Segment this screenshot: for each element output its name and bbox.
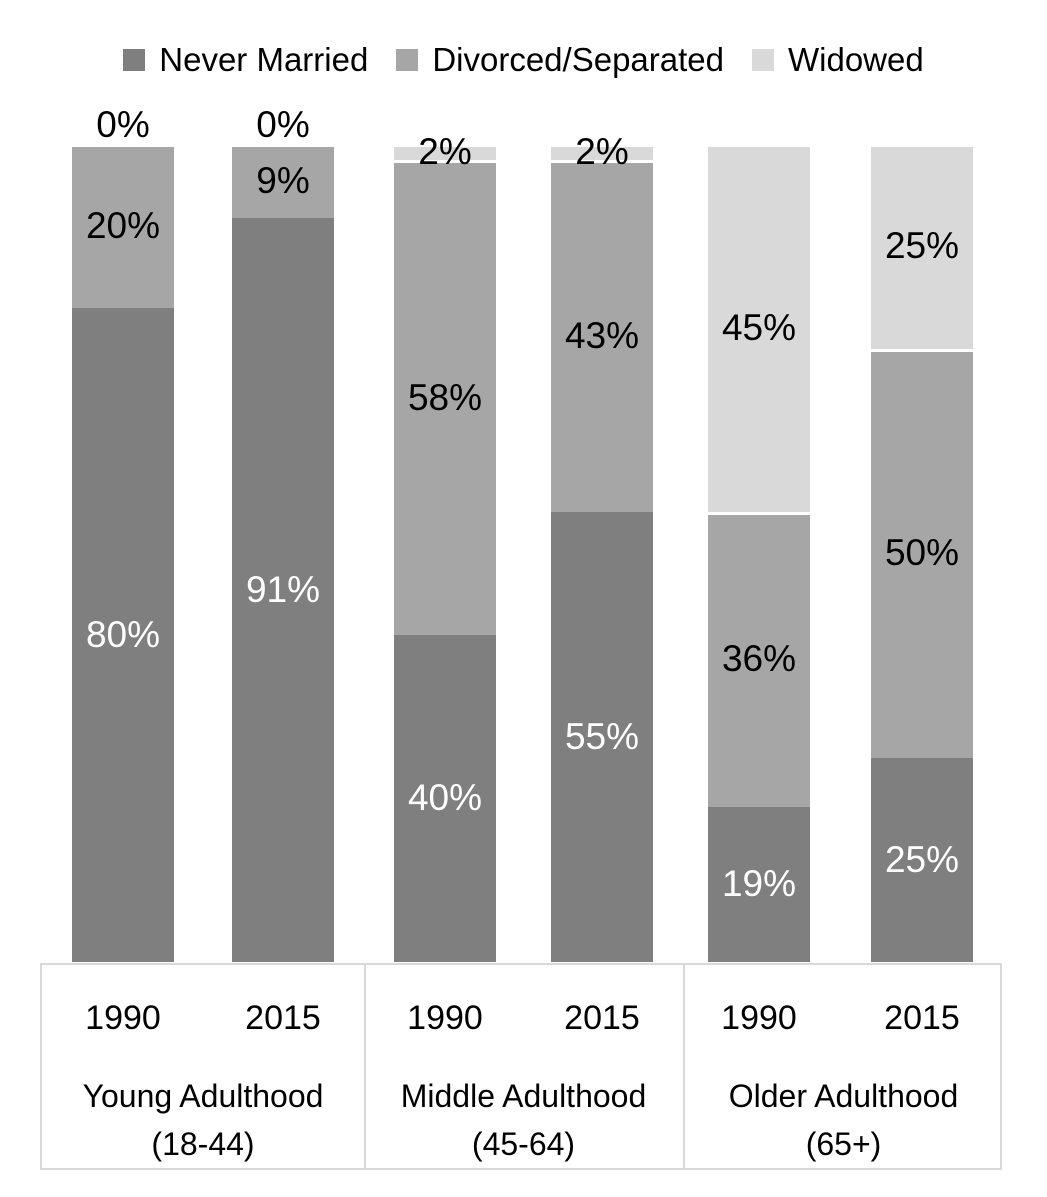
data-label-never-married: 55% — [564, 716, 640, 758]
data-label-never-married: 91% — [245, 568, 321, 610]
legend-swatch-divorced-separated-icon — [396, 49, 419, 71]
year-label: 2015 — [564, 999, 640, 1037]
legend-label-widowed: Widowed — [788, 41, 924, 78]
data-label-widowed: 0% — [96, 104, 150, 145]
axis-group-divider — [683, 965, 685, 1168]
bar-1990-4: 19% 36% 45% — [708, 144, 810, 962]
legend-item-never-married: Never Married — [123, 42, 368, 78]
year-label: 2015 — [245, 999, 321, 1037]
plot-area: 80% 20% 0% 91% 9% 0% 40% 58% 2% 55% 43% 2% 19% 36% 45%… — [40, 106, 1002, 962]
group-label-line1: Older Adulthood — [728, 1078, 959, 1114]
year-label: 1990 — [85, 999, 161, 1037]
segment-never-married — [871, 757, 973, 962]
data-label-divorced-separated: 9% — [256, 159, 310, 201]
legend-item-widowed: Widowed — [752, 42, 924, 78]
year-label: 1990 — [721, 999, 797, 1037]
legend-label-never-married: Never Married — [159, 41, 369, 78]
segment-divorced-separated — [708, 512, 810, 807]
group-label-line2: (18-44) — [151, 1126, 255, 1162]
data-label-widowed: 2% — [418, 131, 472, 173]
axis-group-divider — [364, 965, 366, 1168]
legend: Never Married Divorced/Separated Widowed — [0, 42, 1047, 78]
data-label-divorced-separated: 43% — [564, 315, 640, 357]
category-axis: 1990 2015 1990 2015 1990 2015 Young Adul… — [40, 963, 1002, 1170]
group-label-line1: Middle Adulthood — [400, 1078, 647, 1114]
bar-1990-2: 40% 58% 2% — [394, 133, 496, 962]
group-label-line2: (65+) — [805, 1126, 882, 1162]
segment-divorced-separated — [394, 160, 496, 635]
segment-never-married — [708, 806, 810, 962]
data-label-widowed: 45% — [721, 307, 797, 349]
data-label-widowed: 0% — [256, 104, 310, 145]
group-label-line2: (45-64) — [471, 1126, 576, 1162]
legend-swatch-never-married-icon — [123, 49, 146, 71]
group-label-line1: Young Adulthood — [82, 1078, 324, 1114]
bar-2015-3: 55% 43% 2% — [551, 133, 653, 962]
data-label-never-married: 80% — [85, 613, 161, 655]
segment-divorced-separated — [551, 160, 653, 513]
segment-widowed — [551, 144, 653, 161]
data-label-widowed: 2% — [575, 131, 629, 173]
segment-never-married — [72, 307, 174, 962]
data-label-divorced-separated: 20% — [85, 204, 161, 246]
segment-widowed — [394, 144, 496, 161]
legend-item-divorced-separated: Divorced/Separated — [396, 42, 724, 78]
segment-widowed — [871, 144, 973, 349]
segment-widowed — [708, 144, 810, 513]
bar-1990-0: 80% 20% 0% — [72, 106, 174, 962]
legend-label-divorced-separated: Divorced/Separated — [432, 41, 724, 78]
segment-never-married — [551, 512, 653, 962]
data-label-divorced-separated: 58% — [407, 376, 483, 418]
data-label-widowed: 25% — [884, 225, 960, 267]
data-label-divorced-separated: 36% — [721, 638, 797, 680]
legend-swatch-widowed-icon — [752, 49, 774, 71]
bar-2015-1: 91% 9% 0% — [232, 106, 334, 962]
segment-divorced-separated — [72, 144, 174, 308]
segment-divorced-separated — [232, 144, 334, 218]
data-label-never-married: 19% — [721, 863, 797, 905]
bar-2015-5: 25% 50% 25% — [871, 144, 973, 962]
data-label-never-married: 40% — [407, 777, 483, 819]
data-label-never-married: 25% — [884, 838, 960, 880]
segment-never-married — [232, 217, 334, 962]
year-label: 1990 — [407, 999, 483, 1037]
data-label-divorced-separated: 50% — [884, 532, 960, 573]
segment-divorced-separated — [871, 348, 973, 758]
year-label: 2015 — [884, 999, 960, 1037]
segment-never-married — [394, 634, 496, 962]
